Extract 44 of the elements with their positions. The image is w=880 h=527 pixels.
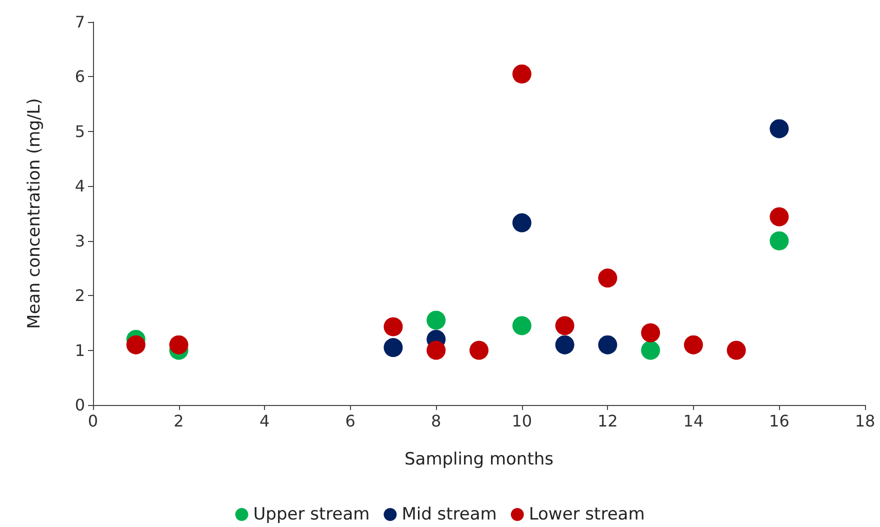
point	[169, 335, 188, 354]
x-tick-label: 14	[683, 412, 704, 430]
point	[684, 335, 703, 354]
point	[641, 340, 660, 360]
x-axis-title: Sampling months	[404, 450, 554, 470]
legend-label: Lower stream	[528, 504, 645, 524]
x-tick-label: 2	[174, 412, 184, 430]
point	[598, 335, 618, 354]
legend-label: Mid stream	[402, 504, 497, 524]
point	[470, 340, 488, 360]
x-tick-label: 8	[431, 412, 442, 430]
y-tick-label: 3	[74, 231, 85, 250]
point	[770, 231, 789, 250]
point	[384, 317, 403, 336]
point	[555, 335, 574, 354]
x-tick-label: 12	[597, 412, 618, 430]
x-tick-label: 18	[854, 412, 876, 430]
point	[426, 310, 446, 330]
x-tick-label: 16	[769, 412, 790, 430]
point	[598, 268, 618, 288]
point	[726, 340, 746, 360]
x-tick-label: 0	[88, 412, 98, 430]
y-tick-label: 0	[74, 396, 85, 414]
point	[555, 316, 574, 336]
y-tick-label: 6	[74, 67, 85, 86]
point	[770, 207, 789, 226]
y-axis-title: Mean concentration (mg/L)	[24, 98, 44, 329]
x-tick-label: 10	[512, 412, 532, 430]
point	[512, 64, 532, 84]
x-tick-label: 4	[259, 412, 270, 430]
point	[770, 119, 789, 138]
y-tick-label: 4	[74, 176, 85, 196]
point	[641, 323, 660, 342]
legend-label: Upper stream	[253, 504, 370, 524]
y-tick-label: 1	[74, 340, 85, 360]
point	[512, 213, 532, 232]
y-tick-label: 5	[74, 122, 85, 141]
point	[384, 338, 403, 358]
x-tick-label: 6	[345, 412, 356, 430]
point	[426, 340, 446, 360]
point	[512, 316, 532, 336]
y-tick-label: 7	[74, 12, 85, 32]
y-tick-label: 2	[74, 286, 85, 306]
point	[126, 335, 146, 354]
